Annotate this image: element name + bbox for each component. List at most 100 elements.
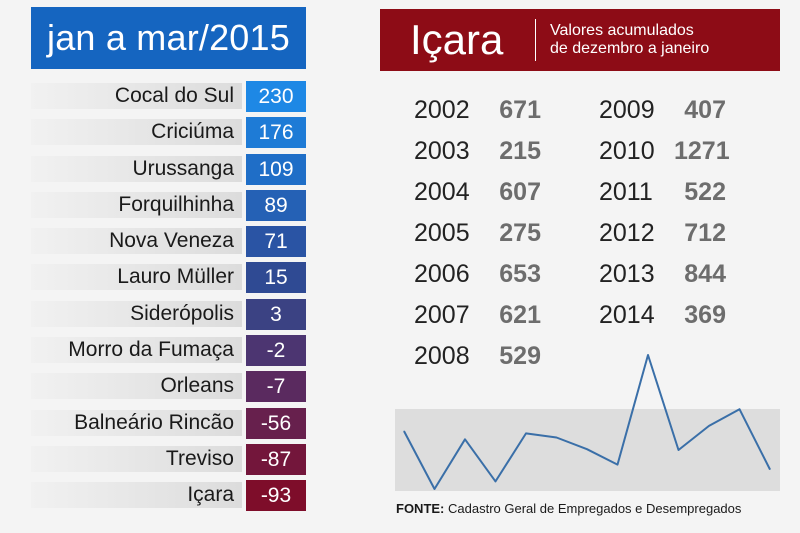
year-value: 369: [684, 301, 726, 329]
trend-point: [525, 432, 527, 434]
trend-point: [739, 408, 740, 410]
source-note: FONTE: Cadastro Geral de Empregados e De…: [396, 501, 741, 516]
left-panel-title: jan a mar/2015: [31, 7, 306, 69]
year-entry: 2008 529: [414, 341, 541, 371]
right-panel-title: Içara: [410, 16, 504, 63]
year-entry: 2006 653: [414, 259, 541, 289]
year-entry: 2009 407: [599, 95, 726, 125]
year-label: 2011: [599, 178, 653, 206]
header-divider: [535, 19, 536, 61]
year-entry: 2002 671: [414, 95, 541, 125]
year-value: 522: [684, 178, 726, 206]
city-name: Treviso: [165, 446, 234, 470]
city-row: Cocal do Sul 230: [31, 81, 306, 117]
city-name-bar: [31, 264, 242, 291]
city-value: 15: [246, 262, 306, 294]
city-value: 3: [246, 298, 306, 330]
trend-point: [708, 425, 710, 427]
year-value: 407: [684, 96, 726, 124]
city-name: Cocal do Sul: [114, 84, 234, 107]
city-value: -56: [246, 407, 306, 439]
year-entry: 2003 215: [414, 136, 541, 166]
year-label: 2007: [414, 301, 470, 329]
source-label: FONTE:: [396, 501, 445, 516]
year-value: 275: [499, 219, 541, 247]
year-label: 2009: [599, 96, 655, 124]
year-entry: 2014 369: [599, 300, 726, 330]
city-name: Balneário Rincão: [74, 410, 234, 434]
year-value: 671: [499, 96, 541, 124]
year-value: 653: [499, 260, 541, 288]
city-name-bar: [31, 445, 242, 472]
year-entry: 2011 522: [599, 177, 726, 207]
city-list: Cocal do Sul 230 Criciúma 176 Urussanga 109 Fo…: [31, 81, 306, 517]
year-label: 2003: [414, 137, 470, 165]
city-name-bar: [31, 300, 242, 327]
trend-point: [403, 430, 405, 432]
city-value: -7: [246, 371, 306, 403]
trend-point: [586, 448, 588, 450]
year-entry: 2007 621: [414, 300, 541, 330]
city-name: Orleans: [160, 374, 234, 398]
year-value: 607: [499, 178, 541, 206]
trend-point: [617, 464, 618, 466]
city-row: Lauro Müller 15: [31, 262, 306, 298]
city-row: Treviso -87: [31, 443, 306, 480]
city-name: Urussanga: [132, 156, 234, 180]
trend-point: [769, 469, 771, 470]
city-name: Lauro Müller: [117, 265, 234, 289]
source-text: Cadastro Geral de Empregados e Desempreg…: [444, 501, 742, 516]
city-name: Nova Veneza: [109, 229, 234, 253]
city-row: Nova Veneza 71: [31, 226, 306, 262]
city-row: Morro da Fumaça -2: [31, 335, 306, 371]
city-name-bar: [31, 373, 242, 400]
year-entry: 2013 844: [599, 259, 726, 289]
year-value: 621: [499, 301, 541, 329]
city-row: Orleans -7: [31, 371, 306, 407]
city-name: Morro da Fumaça: [68, 338, 234, 362]
city-row: Balneário Rincão -56: [31, 407, 306, 444]
city-value: -2: [246, 335, 306, 367]
year-value: 215: [499, 137, 541, 165]
year-values-table: 2002 671 2003 215 2004 607 2005 275 2006 653 2007 6…: [380, 95, 780, 385]
subtitle-line-1: Valores acumulados: [550, 22, 694, 39]
city-value: 176: [246, 117, 306, 149]
city-name-bar: [31, 191, 242, 218]
year-label: 2012: [599, 219, 655, 247]
right-panel-subtitle: Valores acumulados de dezembro a janeiro: [550, 22, 709, 58]
city-name-bar: [31, 119, 242, 146]
year-entry: 2012 712: [599, 218, 726, 248]
year-value: 1271: [674, 137, 730, 165]
city-name-bar: [31, 409, 242, 436]
trend-point: [434, 488, 435, 490]
right-panel-header: Içara Valores acumulados de dezembro a j…: [380, 9, 780, 71]
year-label: 2014: [599, 301, 655, 329]
city-name-bar: [31, 482, 242, 509]
subtitle-line-2: de dezembro a janeiro: [550, 40, 710, 57]
city-name: Içara: [187, 483, 234, 507]
trend-point: [556, 437, 557, 438]
year-label: 2006: [414, 260, 470, 288]
trend-line-chart: [403, 354, 771, 490]
city-name-bar: [31, 228, 242, 255]
city-name: Forquilhinha: [118, 192, 234, 216]
city-row: Criciúma 176: [31, 117, 306, 153]
trend-point: [495, 480, 496, 482]
city-value: 89: [246, 189, 306, 221]
city-row: Siderópolis 3: [31, 298, 306, 335]
city-value: 71: [246, 226, 306, 258]
year-value: 529: [499, 342, 541, 370]
city-name: Siderópolis: [130, 301, 234, 325]
year-entry: 2005 275: [414, 218, 541, 248]
city-value: 230: [246, 81, 306, 112]
city-name-bar: [31, 83, 242, 109]
city-row: Urussanga 109: [31, 153, 306, 190]
year-value: 712: [684, 219, 726, 247]
city-row: Forquilhinha 89: [31, 189, 306, 226]
year-entry: 2010 1271: [599, 136, 730, 166]
city-value: 109: [246, 153, 306, 185]
city-name-bar: [31, 155, 242, 182]
year-label: 2008: [414, 342, 470, 370]
year-value: 844: [684, 260, 726, 288]
